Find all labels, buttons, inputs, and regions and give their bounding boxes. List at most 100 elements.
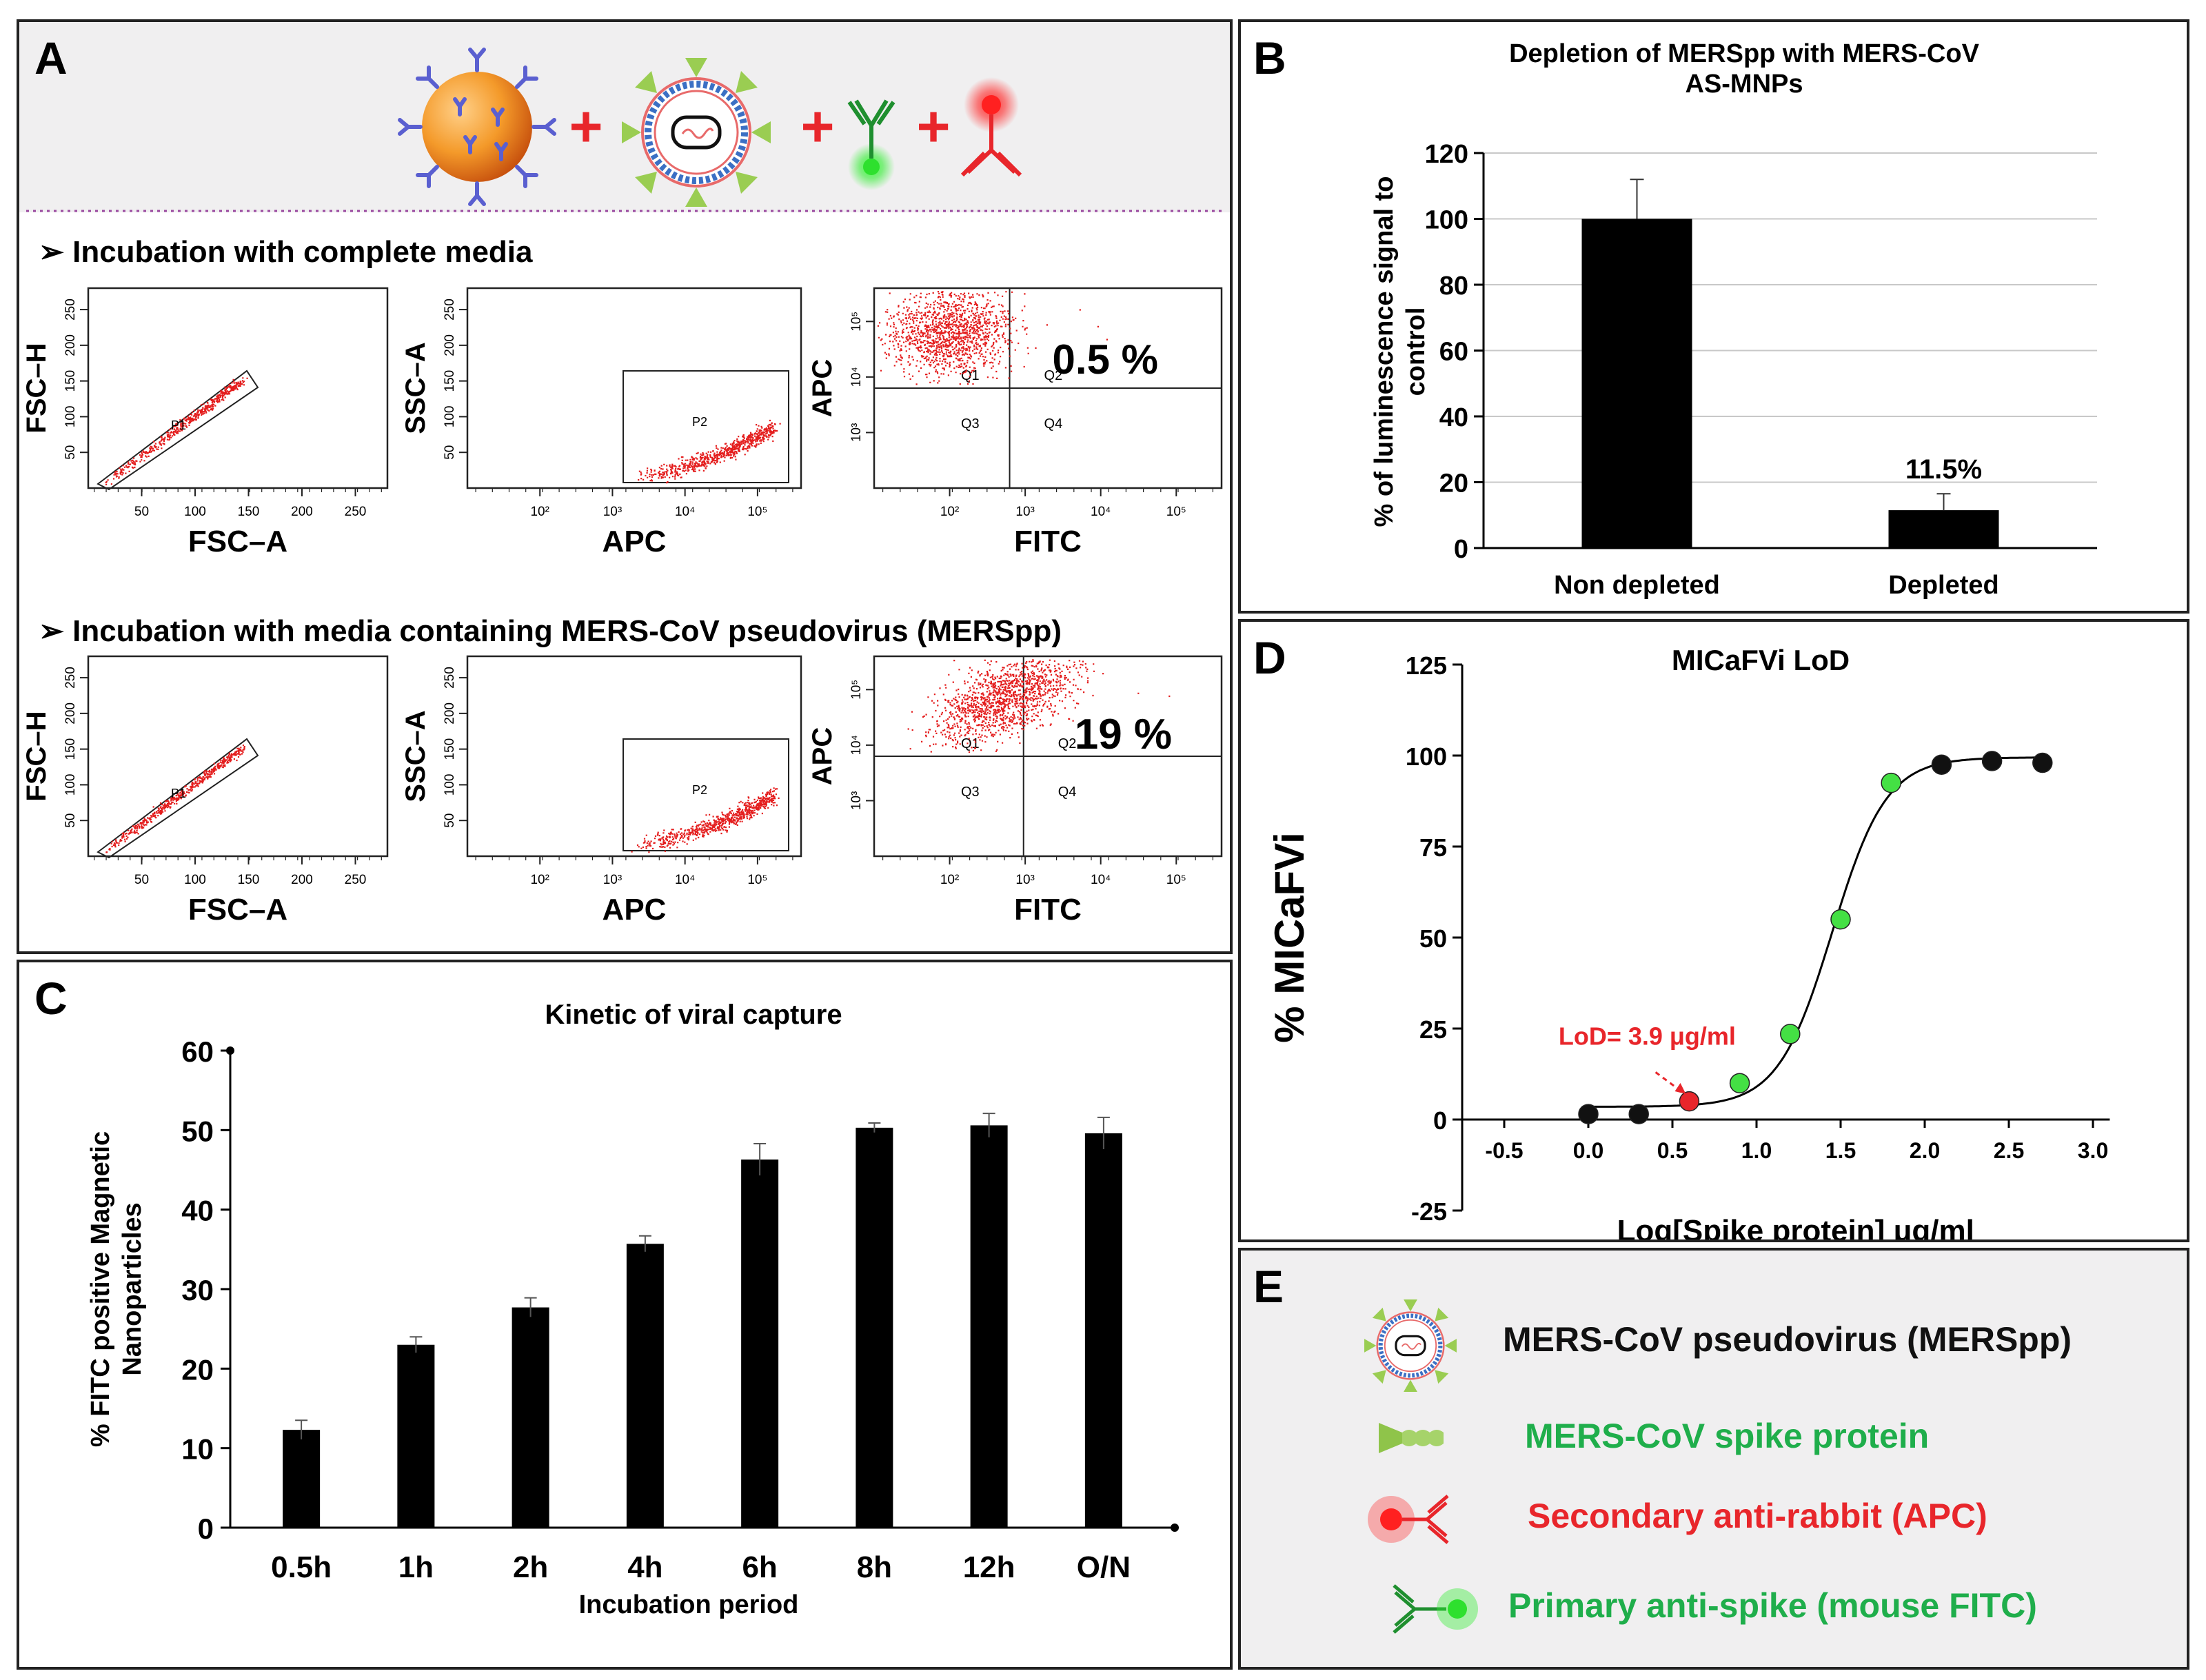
- data-point: [1830, 909, 1851, 930]
- legend-icons: [1364, 1299, 1478, 1634]
- y-tick-label: 10⁴: [849, 367, 864, 387]
- flow-cytometry-plots: 50 100 150 200 250 50 100 150 200 250 FSC–A FSC–H P1…: [21, 287, 1223, 927]
- x-tick-label: 10⁴: [675, 873, 695, 887]
- x-tick-label: Depleted: [1888, 571, 1998, 600]
- y-tick-label: 100: [1406, 742, 1447, 771]
- svg-text:+: +: [569, 94, 603, 159]
- quadrant-label: Q2: [1044, 368, 1063, 383]
- y-tick-label: 40: [181, 1195, 214, 1227]
- y-axis-label: SSC–A: [401, 710, 431, 802]
- y-tick-label: 10³: [849, 791, 864, 810]
- bar: [512, 1307, 549, 1528]
- x-axis-label: APC: [603, 893, 667, 927]
- y-tick-label: 150: [443, 370, 457, 392]
- y-axis-label: FSC–H: [21, 711, 52, 801]
- legend-label-spike: MERS-CoV spike protein: [1525, 1417, 1930, 1455]
- plot-frame: [87, 287, 389, 489]
- quadrant-label: Q4: [1044, 416, 1063, 432]
- chart-c: Kinetic of viral capture 0 10 20 30 40 50 60 0.5…: [86, 1000, 1179, 1619]
- y-tick-label: 200: [443, 334, 457, 356]
- chart-b: Depletion of MERSpp with MERS-CoVAS-MNPs…: [1370, 39, 2097, 600]
- panel-letter-d: D: [1253, 632, 1286, 683]
- primary-antibody-fitc-icon: [847, 99, 895, 190]
- pseudovirus-legend-icon: [1364, 1299, 1457, 1392]
- legend-label-pseudovirus: MERS-CoV pseudovirus (MERSpp): [1503, 1320, 2072, 1359]
- y-axis-label-line: Nanoparticles: [118, 1202, 147, 1375]
- x-tick-label: 10²: [940, 505, 959, 519]
- fit-curve: [1585, 756, 2048, 1108]
- event-dots: [631, 787, 780, 853]
- x-tick-label: 50: [134, 505, 149, 519]
- axis-end-dot: [226, 1046, 234, 1055]
- x-tick-label: 10⁵: [1166, 505, 1186, 519]
- magnetic-bead-icon: [398, 48, 556, 206]
- y-tick-label: 100: [443, 406, 457, 428]
- gate-label: P1: [171, 787, 186, 800]
- bar: [970, 1125, 1008, 1528]
- svg-text:+: +: [800, 94, 834, 159]
- x-tick-label: 8h: [857, 1550, 892, 1584]
- data-point: [1628, 1104, 1649, 1124]
- x-axis-label: FSC–A: [188, 525, 287, 558]
- quadrant-percentage: 19 %: [1075, 711, 1172, 758]
- y-tick-label: 0: [1433, 1106, 1447, 1135]
- y-tick-label: 0: [1454, 535, 1468, 564]
- y-tick-label: 10⁴: [849, 735, 864, 755]
- x-tick-label: 10⁴: [1091, 873, 1111, 887]
- panel-letter-a: A: [34, 32, 68, 83]
- x-tick-label: 2.0: [1910, 1138, 1940, 1163]
- y-tick-label: 250: [63, 667, 78, 689]
- section-2-heading: ➢ Incubation with media containing MERS-…: [39, 614, 1062, 648]
- secondary-antibody-apc-icon: [960, 77, 1022, 177]
- chart-title-line: AS-MNPs: [1685, 70, 1803, 99]
- quadrant-label: Q4: [1058, 785, 1077, 800]
- x-tick-label: 10²: [940, 873, 959, 887]
- gate-label: P2: [692, 783, 707, 797]
- quadrant-percentage: 0.5 %: [1053, 336, 1158, 383]
- x-tick-label: 4h: [627, 1550, 662, 1584]
- legend-label-primary: Primary anti-spike (mouse FITC): [1508, 1586, 2037, 1625]
- data-point: [1931, 754, 1952, 775]
- x-tick-label: 6h: [742, 1550, 777, 1584]
- gate-label: P1: [171, 418, 186, 432]
- x-tick-label: 0.5: [1657, 1138, 1688, 1163]
- y-tick-label: 100: [1425, 206, 1468, 235]
- x-tick-label: 10⁵: [747, 505, 767, 519]
- y-axis-label-line: % of luminescence signal to: [1370, 176, 1399, 527]
- data-point: [1578, 1104, 1599, 1124]
- y-tick-label: 150: [443, 738, 457, 760]
- bar: [1581, 219, 1692, 548]
- y-tick-label: 150: [63, 738, 78, 760]
- y-tick-label: 50: [181, 1115, 214, 1147]
- x-tick-label: O/N: [1077, 1550, 1131, 1584]
- x-tick-label: 10⁵: [1166, 873, 1186, 887]
- chart-title: MICaFVi LoD: [1672, 644, 1850, 676]
- gate-polygon: [97, 370, 259, 491]
- y-tick-label: 125: [1406, 651, 1447, 680]
- flow-plot: 50 100 150 200 250 50 100 150 200 250 FSC–A FSC–H P1: [21, 287, 389, 558]
- y-axis-label: % of luminescence signal to control: [1370, 176, 1430, 527]
- flow-plot: 10² 10³ 10⁴ 10⁵ 50 100 150 200 250 APC SSC–A P2: [401, 287, 802, 558]
- bar: [856, 1127, 893, 1528]
- svg-text:+: +: [916, 94, 950, 159]
- x-tick-label: 200: [291, 873, 313, 887]
- panel-e: E MERS-CoV pseudovirus (MERSp: [1238, 1248, 2189, 1670]
- axis-end-dot: [1171, 1524, 1179, 1532]
- gate-rect: [623, 370, 789, 483]
- panel-d: D MICaFVi LoD -25 0 25 50 75 100 125 -0.5 0.0 0.5 1…: [1238, 619, 2189, 1242]
- section-1-heading: ➢ Incubation with complete media: [39, 235, 533, 269]
- quadrant-label: Q1: [961, 736, 980, 751]
- primary-antibody-legend-icon: [1393, 1584, 1478, 1634]
- y-tick-label: 200: [63, 702, 78, 725]
- quadrant-label: Q2: [1058, 736, 1077, 751]
- x-tick-label: 10³: [603, 505, 622, 519]
- x-tick-label: 250: [345, 505, 367, 519]
- x-tick-label: 150: [238, 505, 260, 519]
- x-tick-label: 200: [291, 505, 313, 519]
- event-dots: [877, 291, 1108, 385]
- x-tick-label: 10³: [1015, 505, 1034, 519]
- y-tick-label: 20: [1439, 469, 1468, 498]
- x-tick-label: 250: [345, 873, 367, 887]
- y-tick-label: 150: [63, 370, 78, 392]
- y-axis-label: SSC–A: [401, 342, 431, 434]
